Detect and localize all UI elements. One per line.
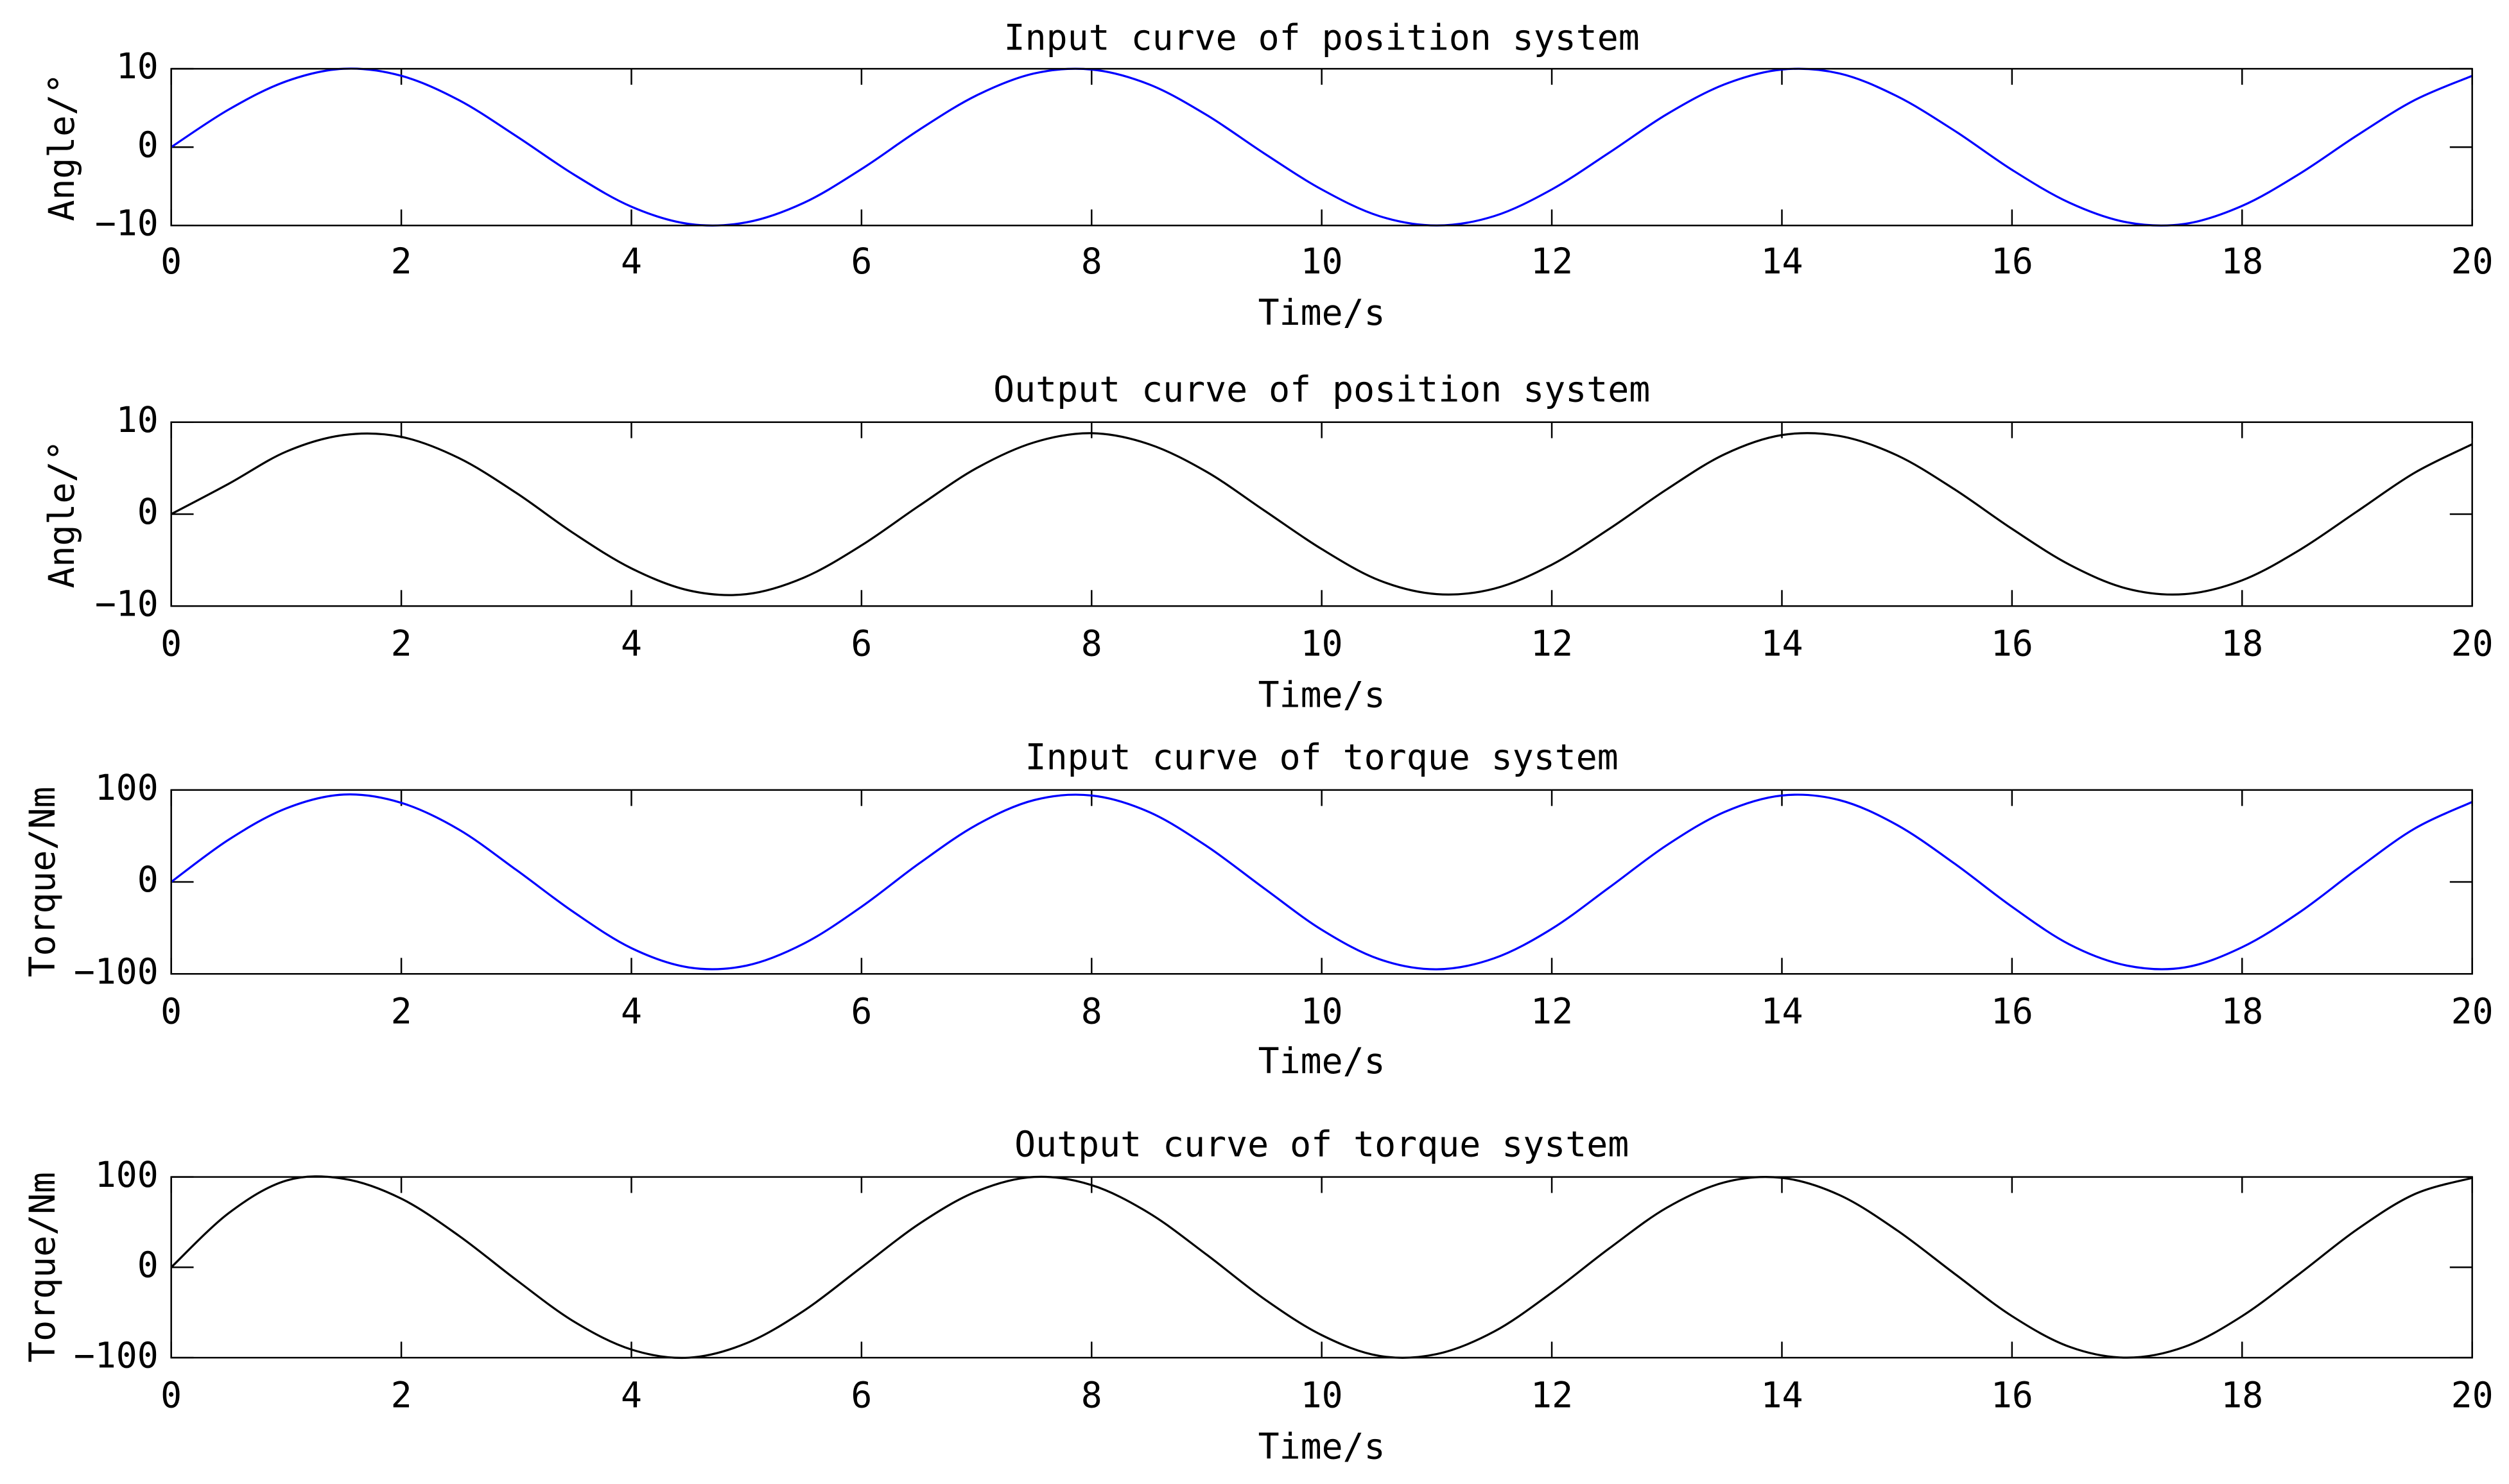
- plot-area: [171, 1177, 2472, 1358]
- x-tick-label: 0: [161, 623, 182, 664]
- x-tick-label: 10: [1301, 241, 1343, 282]
- y-axis-label: Angle/°: [41, 73, 82, 221]
- y-tick-label: 10: [116, 46, 159, 87]
- x-tick-label: 8: [1081, 623, 1102, 664]
- y-tick-label: −100: [74, 1334, 159, 1376]
- x-axis-label: Time/s: [1258, 292, 1385, 333]
- x-tick-label: 4: [621, 1375, 642, 1416]
- y-tick-label: 100: [95, 767, 159, 808]
- axes-box: [170, 67, 2473, 227]
- x-tick-label: 12: [1531, 1375, 1573, 1416]
- x-tick-label: 12: [1531, 623, 1573, 664]
- x-tick-label: 4: [621, 623, 642, 664]
- x-tick-label: 10: [1301, 1375, 1343, 1416]
- data-line: [170, 67, 2473, 227]
- x-tick-label: 0: [161, 1375, 182, 1416]
- axes-box: [170, 421, 2473, 607]
- axes-box: [170, 789, 2473, 975]
- x-axis-label: Time/s: [1258, 674, 1385, 715]
- plot-area: [171, 422, 2472, 607]
- x-axis-label: Time/s: [1258, 1426, 1385, 1467]
- x-tick-label: 20: [2451, 623, 2494, 664]
- x-tick-label: 12: [1531, 241, 1573, 282]
- x-tick-label: 8: [1081, 1375, 1102, 1416]
- x-tick-label: 2: [391, 241, 412, 282]
- x-tick-label: 6: [851, 991, 872, 1032]
- x-tick-label: 16: [1991, 623, 2033, 664]
- x-tick-label: 4: [621, 241, 642, 282]
- y-tick-label: 10: [116, 399, 159, 440]
- x-tick-label: 0: [161, 241, 182, 282]
- x-tick-label: 14: [1760, 241, 1803, 282]
- y-axis-label: Torque/Nm: [22, 787, 63, 978]
- x-tick-label: 18: [2221, 991, 2263, 1032]
- y-tick-label: 0: [137, 1245, 159, 1286]
- y-tick-label: 100: [95, 1154, 159, 1195]
- chart-title: Output curve of torque system: [1014, 1123, 1629, 1164]
- x-tick-label: 4: [621, 991, 642, 1032]
- x-tick-label: 8: [1081, 241, 1102, 282]
- chart-title: Output curve of position system: [993, 369, 1650, 410]
- x-tick-label: 16: [1991, 241, 2033, 282]
- x-tick-label: 12: [1531, 991, 1573, 1032]
- x-tick-label: 10: [1301, 623, 1343, 664]
- x-tick-label: 18: [2221, 623, 2263, 664]
- y-axis-label: Angle/°: [41, 440, 82, 589]
- x-tick-label: 2: [391, 991, 412, 1032]
- x-tick-label: 0: [161, 991, 182, 1032]
- x-tick-label: 14: [1760, 991, 1803, 1032]
- x-tick-label: 20: [2451, 991, 2494, 1032]
- x-tick-label: 6: [851, 241, 872, 282]
- y-tick-label: 0: [137, 491, 159, 532]
- y-tick-label: −100: [74, 951, 159, 992]
- y-tick-label: 0: [137, 124, 159, 165]
- x-tick-label: 16: [1991, 1375, 2033, 1416]
- x-tick-label: 18: [2221, 241, 2263, 282]
- x-tick-label: 8: [1081, 991, 1102, 1032]
- y-tick-label: 0: [137, 859, 159, 900]
- x-tick-label: 2: [391, 623, 412, 664]
- x-tick-label: 10: [1301, 991, 1343, 1032]
- chart-title: Input curve of position system: [1004, 17, 1640, 58]
- x-tick-label: 6: [851, 1375, 872, 1416]
- x-tick-label: 18: [2221, 1375, 2263, 1416]
- data-line: [170, 432, 2473, 596]
- plot-area: [171, 789, 2472, 974]
- x-tick-label: 14: [1760, 1375, 1803, 1416]
- x-tick-label: 16: [1991, 991, 2033, 1032]
- x-axis-label: Time/s: [1258, 1040, 1385, 1082]
- y-axis-label: Torque/Nm: [22, 1172, 63, 1363]
- y-tick-label: −10: [95, 202, 159, 243]
- x-tick-label: 20: [2451, 1375, 2494, 1416]
- y-tick-label: −10: [95, 583, 159, 624]
- chart-title: Input curve of torque system: [1025, 737, 1619, 778]
- data-line: [170, 793, 2473, 971]
- axes-box: [170, 1176, 2473, 1359]
- data-line: [170, 1175, 2473, 1359]
- x-tick-label: 6: [851, 623, 872, 664]
- x-tick-label: 2: [391, 1375, 412, 1416]
- x-tick-label: 20: [2451, 241, 2494, 282]
- x-tick-label: 14: [1760, 623, 1803, 664]
- plot-area: [171, 69, 2472, 226]
